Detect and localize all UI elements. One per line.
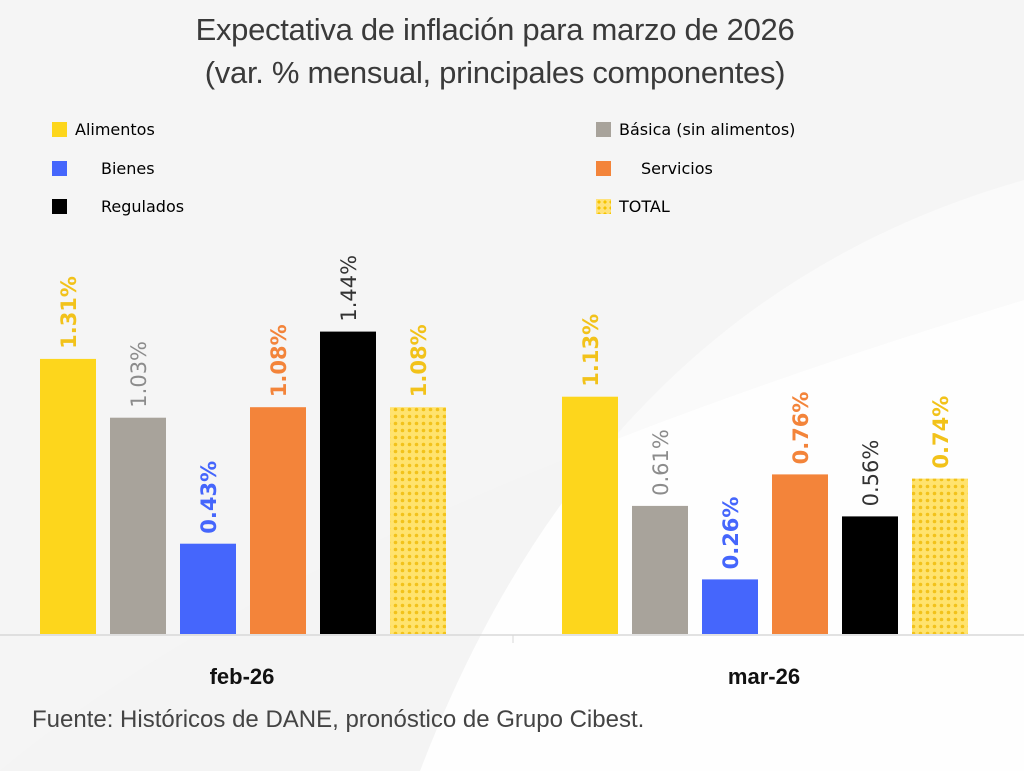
bar-servicios-feb-26 — [250, 407, 306, 634]
legend-label: TOTAL — [619, 197, 670, 216]
x-tick-label-feb-26: feb-26 — [209, 664, 275, 689]
legend-item-alimentos: Alimentos — [52, 120, 155, 139]
data-label: 1.08% — [407, 324, 431, 397]
legend-item-bienes: Bienes — [52, 159, 155, 178]
legend-swatch — [596, 161, 611, 176]
legend-label: Básica (sin alimentos) — [619, 120, 796, 139]
data-label: 0.26% — [719, 497, 743, 570]
data-label: 0.74% — [929, 396, 953, 469]
legend-item-servicios: Servicios — [596, 159, 713, 178]
legend-swatch-pattern — [596, 199, 611, 214]
bar-bienes-mar-26 — [702, 579, 758, 634]
bar-b-sica-sin-alimentos-feb-26 — [110, 417, 166, 634]
bar-total-feb-26 — [390, 407, 446, 634]
data-label: 0.61% — [649, 429, 673, 496]
bar-alimentos-mar-26 — [562, 396, 618, 634]
data-label: 1.03% — [127, 341, 151, 408]
bar-regulados-feb-26 — [320, 331, 376, 634]
source-note: Fuente: Históricos de DANE, pronóstico d… — [32, 706, 645, 733]
legend-label: Alimentos — [75, 120, 155, 139]
legend-item-regulados: Regulados — [52, 197, 184, 216]
bar-b-sica-sin-alimentos-mar-26 — [632, 505, 688, 634]
title-line-2: (var. % mensual, principales componentes… — [204, 55, 786, 90]
chart-title: Expectativa de inflación para marzo de 2… — [0, 8, 990, 94]
data-label: 1.08% — [267, 324, 291, 397]
data-label: 1.13% — [579, 314, 603, 387]
legend-swatch — [52, 199, 67, 214]
bar-regulados-mar-26 — [842, 516, 898, 634]
bar-total-mar-26 — [912, 478, 968, 634]
x-tick-label-mar-26: mar-26 — [727, 664, 801, 689]
title-line-1: Expectativa de inflación para marzo de 2… — [195, 12, 795, 47]
bar-alimentos-feb-26 — [40, 358, 96, 634]
bar-servicios-mar-26 — [772, 474, 828, 634]
data-label: 1.31% — [57, 276, 81, 349]
legend-item-total: TOTAL — [596, 197, 670, 216]
legend-label: Regulados — [101, 197, 185, 216]
legend-label: Servicios — [641, 159, 713, 178]
legend-item-basica: Básica (sin alimentos) — [596, 120, 795, 139]
legend-label: Bienes — [101, 159, 155, 178]
legend-swatch — [596, 122, 611, 137]
legend-swatch — [52, 122, 67, 137]
data-label: 0.43% — [197, 461, 221, 534]
bar-bienes-feb-26 — [180, 543, 236, 634]
data-label: 1.44% — [337, 255, 361, 322]
data-label: 0.56% — [859, 440, 883, 507]
data-label: 0.76% — [789, 392, 813, 465]
legend-swatch — [52, 161, 67, 176]
